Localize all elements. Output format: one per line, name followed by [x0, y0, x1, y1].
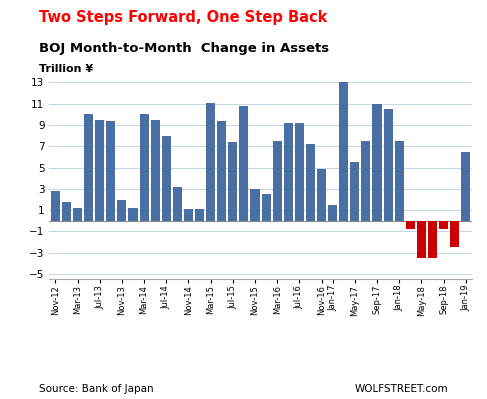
Bar: [273, 141, 281, 221]
Bar: [417, 221, 426, 258]
Text: Trillion ¥: Trillion ¥: [39, 64, 93, 74]
Bar: [195, 209, 204, 221]
Bar: [73, 208, 82, 221]
Bar: [162, 136, 171, 221]
Bar: [450, 221, 459, 247]
Bar: [84, 115, 93, 221]
Bar: [184, 209, 193, 221]
Bar: [373, 104, 381, 221]
Bar: [129, 208, 137, 221]
Text: Two Steps Forward, One Step Back: Two Steps Forward, One Step Back: [39, 10, 327, 25]
Text: BOJ Month-to-Month  Change in Assets: BOJ Month-to-Month Change in Assets: [39, 42, 329, 55]
Bar: [361, 141, 371, 221]
Bar: [206, 103, 215, 221]
Bar: [295, 123, 304, 221]
Bar: [461, 152, 470, 221]
Bar: [284, 123, 293, 221]
Bar: [328, 205, 337, 221]
Bar: [439, 221, 448, 229]
Bar: [384, 109, 393, 221]
Bar: [306, 144, 315, 221]
Bar: [228, 142, 237, 221]
Bar: [51, 191, 60, 221]
Bar: [106, 121, 115, 221]
Bar: [140, 115, 149, 221]
Bar: [95, 120, 104, 221]
Bar: [173, 187, 182, 221]
Bar: [250, 189, 260, 221]
Bar: [394, 141, 404, 221]
Bar: [217, 121, 226, 221]
Bar: [339, 83, 348, 221]
Bar: [117, 200, 127, 221]
Bar: [428, 221, 437, 258]
Bar: [350, 162, 359, 221]
Bar: [317, 169, 326, 221]
Bar: [262, 194, 271, 221]
Bar: [62, 201, 71, 221]
Bar: [239, 106, 248, 221]
Text: Source: Bank of Japan: Source: Bank of Japan: [39, 384, 153, 394]
Bar: [406, 221, 415, 229]
Text: WOLFSTREET.com: WOLFSTREET.com: [355, 384, 448, 394]
Bar: [150, 120, 160, 221]
